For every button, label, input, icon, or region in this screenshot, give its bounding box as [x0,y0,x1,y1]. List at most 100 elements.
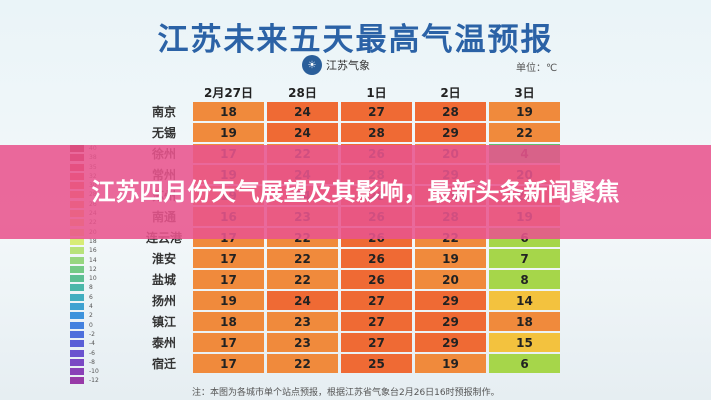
temperature-cell: 17 [193,333,264,352]
legend-item: -4 [70,339,110,348]
temperature-cell: 24 [267,102,338,121]
temperature-cell: 23 [267,333,338,352]
temperature-cell: 29 [415,291,486,310]
table-row: 无锡 19 24 28 29 22 [135,122,563,143]
legend-swatch [70,330,84,338]
legend-item: 12 [70,265,110,274]
legend-value: 10 [89,275,97,283]
legend-swatch [70,256,84,264]
legend-value: 8 [89,284,93,292]
legend-value: 16 [89,247,97,255]
temperature-cell: 18 [489,312,560,331]
legend-value: 18 [89,237,97,245]
temperature-cell: 25 [341,354,412,373]
city-name: 泰州 [151,336,176,350]
legend-swatch [70,377,84,385]
temperature-cell: 17 [193,354,264,373]
legend-swatch [70,312,84,320]
temperature-cell: 18 [193,312,264,331]
temperature-cell: 27 [341,333,412,352]
temperature-cell: 23 [267,312,338,331]
city-name: 淮安 [151,252,176,266]
temperature-cell: 29 [415,333,486,352]
temperature-cell: 19 [415,354,486,373]
temperature-cell: 22 [267,270,338,289]
date-header: 28日 [288,85,317,100]
temperature-cell: 8 [489,270,560,289]
legend-item: -10 [70,367,110,376]
temperature-cell: 15 [489,333,560,352]
legend-value: -4 [89,340,95,348]
date-header: 3日 [514,85,535,100]
footer-note: 注：本图为各城市单个站点预报，根据江苏省气象台2月26日16时预报制作。 [192,388,500,398]
legend-value: -2 [89,330,95,338]
temperature-cell: 19 [193,291,264,310]
legend-swatch [70,349,84,357]
headline-banner: 江苏四月份天气展望及其影响，最新头条新闻聚焦 [0,145,711,239]
temperature-cell: 17 [193,249,264,268]
city-name: 盐城 [151,273,176,287]
unit-label: 单位：℃ [516,63,558,74]
header-row: 2月27日 28日 1日 2日 3日 [135,83,563,101]
logo: ☀ 江苏气象 [302,55,370,75]
temperature-cell: 26 [341,270,412,289]
legend-value: -8 [89,358,95,366]
date-header: 2日 [440,85,461,100]
temperature-cell: 22 [489,123,560,142]
legend-swatch [70,265,84,273]
corner-cell [135,83,193,101]
temperature-cell: 29 [415,123,486,142]
temperature-cell: 14 [489,291,560,310]
legend-swatch [70,368,84,376]
city-name: 宿迁 [151,357,176,371]
legend-swatch [70,321,84,329]
table-row: 扬州 19 24 27 29 14 [135,290,563,311]
date-header: 1日 [366,85,387,100]
legend-item: 10 [70,274,110,283]
legend-item: 2 [70,311,110,320]
legend-item: -6 [70,349,110,358]
date-header: 2月27日 [203,85,254,100]
legend-swatch [70,275,84,283]
table-row: 镇江 18 23 27 29 18 [135,311,563,332]
legend-item: 14 [70,256,110,265]
legend-item: -12 [70,376,110,385]
logo-text: 江苏气象 [326,59,370,72]
table-row: 宿迁 17 22 25 19 6 [135,353,563,374]
table-row: 南京 18 24 27 28 19 [135,101,563,122]
legend-swatch [70,340,84,348]
legend-item: -2 [70,330,110,339]
table-row: 泰州 17 23 27 29 15 [135,332,563,353]
temperature-cell: 29 [415,312,486,331]
legend-value: 12 [89,265,97,273]
temperature-cell: 22 [267,354,338,373]
legend-value: 2 [89,312,93,320]
legend-item: 4 [70,302,110,311]
temperature-cell: 6 [489,354,560,373]
legend-swatch [70,358,84,366]
weather-emblem-icon: ☀ [302,55,322,75]
temperature-cell: 26 [341,249,412,268]
temperature-cell: 28 [415,102,486,121]
temperature-cell: 27 [341,312,412,331]
temperature-cell: 7 [489,249,560,268]
legend-swatch [70,293,84,301]
legend-item: 8 [70,283,110,292]
temperature-cell: 27 [341,291,412,310]
legend-item: 18 [70,237,110,246]
city-name: 南京 [151,105,176,119]
legend-value: -12 [89,377,99,385]
headline-text: 江苏四月份天气展望及其影响，最新头条新闻聚焦 [91,178,620,206]
temperature-cell: 28 [341,123,412,142]
legend-item: -8 [70,358,110,367]
legend-value: -10 [89,368,99,376]
temperature-cell: 24 [267,291,338,310]
legend-swatch [70,284,84,292]
legend-value: 4 [89,303,93,311]
temperature-cell: 27 [341,102,412,121]
temperature-cell: 19 [415,249,486,268]
legend-swatch [70,247,84,255]
temperature-cell: 19 [489,102,560,121]
city-name: 无锡 [151,126,176,140]
temperature-cell: 22 [267,249,338,268]
